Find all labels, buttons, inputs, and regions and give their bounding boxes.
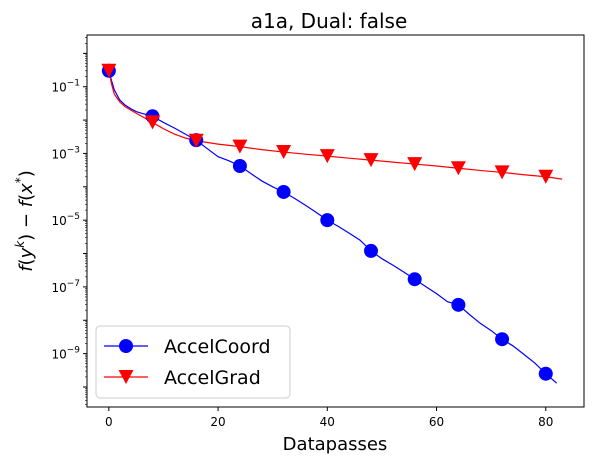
data-point-accelgrad — [319, 149, 335, 164]
x-tick-label: 80 — [538, 415, 553, 429]
data-point-accelgrad — [538, 169, 554, 184]
y-tick-label: 10−3 — [51, 145, 80, 161]
legend-marker-accelcoord — [119, 339, 133, 353]
y-axis-label: f(yk) − f(x*) — [13, 170, 37, 272]
x-axis: 0 20 40 60 80 — [105, 407, 553, 429]
data-point-accelcoord — [320, 213, 335, 228]
plot-layer — [101, 63, 563, 384]
data-point-accelgrad — [145, 115, 161, 130]
data-point-accelcoord — [407, 272, 422, 287]
data-point-accelcoord — [364, 243, 378, 258]
chart-title: a1a, Dual: false — [251, 9, 408, 33]
data-point-accelgrad — [450, 161, 466, 176]
series-line-accelgrad — [108, 70, 563, 180]
legend: AccelCoord AccelGrad — [95, 325, 291, 399]
y-tick-label: 10−9 — [51, 346, 80, 362]
y-tick-label: 10−7 — [51, 279, 80, 295]
data-point-accelgrad — [101, 63, 117, 78]
x-axis-label: Datapasses — [283, 434, 388, 455]
data-point-accelcoord — [451, 297, 466, 312]
legend-label-accelgrad: AccelGrad — [164, 367, 261, 389]
legend-box — [95, 325, 291, 399]
x-tick-label: 0 — [105, 415, 113, 429]
data-point-accelcoord — [232, 159, 247, 174]
y-tick-label: 10−1 — [51, 79, 80, 95]
data-point-accelcoord — [538, 366, 553, 381]
legend-label-accelcoord: AccelCoord — [164, 336, 271, 358]
series-line-accelcoord — [108, 70, 558, 384]
legend-marker-accelgrad — [118, 370, 134, 384]
data-point-accelgrad — [232, 139, 248, 154]
x-tick-label: 20 — [210, 415, 225, 429]
data-point-accelgrad — [276, 145, 292, 160]
data-point-accelcoord — [495, 332, 510, 347]
plot-area-frame — [86, 34, 585, 408]
data-point-accelgrad — [407, 157, 423, 172]
data-point-accelgrad — [363, 153, 379, 168]
x-tick-label: 40 — [320, 415, 335, 429]
data-point-accelgrad — [188, 133, 204, 148]
data-point-accelcoord — [276, 184, 291, 199]
data-point-accelgrad — [494, 165, 510, 180]
y-axis: 10−9 10−7 10−5 10−3 10−1 — [51, 37, 87, 405]
x-tick-label: 60 — [429, 415, 444, 429]
y-tick-label: 10−5 — [51, 212, 80, 228]
